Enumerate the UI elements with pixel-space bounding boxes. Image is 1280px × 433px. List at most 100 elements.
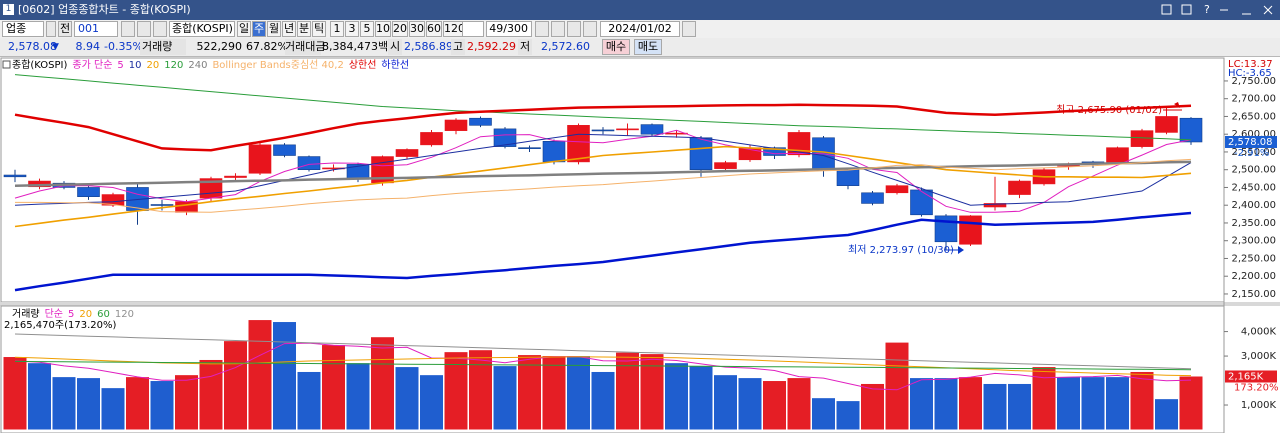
date-field[interactable]: 2024/01/02 bbox=[600, 21, 680, 37]
volume-bar bbox=[297, 371, 321, 430]
tool-button[interactable] bbox=[567, 21, 581, 37]
volume-bar bbox=[52, 377, 76, 430]
legend-entry: 5 bbox=[68, 309, 74, 320]
high-arrowhead bbox=[1174, 102, 1180, 108]
toolbar-button[interactable]: 5 bbox=[360, 21, 374, 37]
amount: 8,384,473백만 bbox=[322, 40, 399, 53]
y-tick-label: 2,200.00 bbox=[1231, 271, 1276, 282]
candle-body bbox=[248, 144, 272, 174]
toolbar-button[interactable]: 분 bbox=[297, 21, 311, 37]
volume-bar bbox=[224, 341, 247, 430]
y-tick-label: 2,150.00 bbox=[1231, 289, 1276, 300]
legend-entry: 60 bbox=[97, 309, 110, 320]
sound-button[interactable] bbox=[137, 21, 151, 37]
title-bar: 1 [0602] 업종종합차트 - 종합(KOSPI) ? bbox=[0, 0, 1280, 20]
legend-entry: 종합(KOSPI) bbox=[12, 59, 68, 71]
close[interactable] bbox=[1263, 5, 1273, 15]
volume-bar bbox=[1057, 377, 1080, 430]
change: 8.94 bbox=[75, 40, 101, 53]
toolbar-button[interactable]: 1 bbox=[330, 21, 344, 37]
open: 2,586.89 bbox=[404, 40, 453, 53]
tool-button[interactable] bbox=[583, 21, 597, 37]
volume-bar bbox=[371, 337, 394, 430]
tool-button[interactable] bbox=[535, 21, 549, 37]
candle-body bbox=[567, 125, 590, 163]
buy-button[interactable]: 매수 bbox=[602, 39, 630, 55]
candle-body bbox=[787, 132, 811, 156]
last-value-box bbox=[1225, 370, 1277, 383]
toolbar-button[interactable]: 60 bbox=[426, 21, 442, 37]
toolbar-button[interactable]: 틱 bbox=[312, 21, 326, 37]
y-tick-label: 2,750.00 bbox=[1231, 76, 1276, 87]
volume-bar bbox=[273, 322, 296, 430]
toolbar-button[interactable]: 120 bbox=[443, 21, 463, 37]
nav-button[interactable] bbox=[153, 21, 167, 37]
volume-bar bbox=[542, 356, 566, 430]
volume-bar bbox=[1008, 383, 1031, 430]
price: 2,578.08 bbox=[8, 40, 57, 53]
high-label: 고 bbox=[451, 39, 465, 55]
ma-line bbox=[14, 74, 1192, 141]
search-button[interactable] bbox=[121, 21, 135, 37]
volume-bar bbox=[395, 367, 419, 430]
volume-bar bbox=[77, 378, 100, 430]
volume-bar bbox=[616, 352, 639, 430]
volume-bar bbox=[3, 357, 27, 430]
dropdown[interactable] bbox=[46, 21, 56, 37]
volume-bar bbox=[199, 359, 223, 430]
volume-bar bbox=[518, 355, 541, 430]
toolbar-button[interactable]: 월 bbox=[267, 21, 281, 37]
last-value-box bbox=[1225, 135, 1277, 148]
volume-label: 거래량 bbox=[140, 39, 186, 55]
legend-entry: 240 bbox=[188, 60, 207, 71]
window-title: [0602] 업종종합차트 - 종합(KOSPI) bbox=[18, 3, 191, 16]
candle-body bbox=[1179, 117, 1203, 143]
high: 2,592.29 bbox=[467, 40, 516, 53]
candle-body bbox=[1106, 147, 1129, 163]
candle-body bbox=[1008, 180, 1031, 195]
volume-bar bbox=[444, 352, 468, 430]
open-label: 시 bbox=[388, 39, 402, 55]
window-controls[interactable]: ? bbox=[1160, 3, 1278, 17]
volume-summary: 2,165,470주(173.20%) bbox=[4, 320, 116, 331]
toolbar-button[interactable]: 20 bbox=[392, 21, 408, 37]
low-arrowhead bbox=[958, 246, 964, 254]
toolbar-button[interactable]: 10 bbox=[375, 21, 391, 37]
count-field[interactable]: 49/300 bbox=[486, 21, 532, 37]
market-select[interactable]: 업종 bbox=[2, 21, 44, 37]
volume-bar bbox=[861, 383, 884, 430]
volume-bar bbox=[346, 363, 370, 430]
candle-body bbox=[420, 132, 443, 146]
candle-body bbox=[959, 215, 982, 245]
legend-entry: 하한선 bbox=[381, 58, 409, 71]
calendar-button[interactable] bbox=[682, 21, 696, 37]
y-tick-label: 2,600.00 bbox=[1231, 129, 1276, 140]
toolbar-button[interactable]: 3 bbox=[345, 21, 359, 37]
candle-body bbox=[273, 144, 296, 156]
toolbar-button[interactable]: 주 bbox=[252, 21, 266, 37]
low-note: 최저 2,273.97 (10/30) bbox=[848, 244, 954, 256]
help-icon[interactable]: ? bbox=[1204, 3, 1210, 16]
volume-bar bbox=[469, 350, 492, 430]
ma-line bbox=[14, 160, 1192, 187]
last-value-label: 2,165K bbox=[1228, 372, 1264, 383]
code-input[interactable]: 001 bbox=[74, 21, 118, 37]
candle-body bbox=[150, 204, 174, 206]
volume-bar bbox=[175, 375, 198, 430]
legend-entry: 20 bbox=[79, 309, 92, 320]
link-icon[interactable] bbox=[1161, 4, 1172, 15]
candle-body bbox=[616, 128, 639, 131]
candle-body bbox=[1130, 130, 1154, 147]
prev-button[interactable]: 전 bbox=[58, 21, 72, 37]
toolbar-button[interactable]: 일 bbox=[237, 21, 251, 37]
toolbar-button[interactable]: 년 bbox=[282, 21, 296, 37]
copy-icon[interactable] bbox=[1181, 4, 1192, 15]
candle-body bbox=[469, 117, 492, 126]
volume-ratio: 67.82% bbox=[246, 40, 288, 53]
toolbar-button[interactable]: 30 bbox=[409, 21, 425, 37]
tool-button[interactable] bbox=[551, 21, 565, 37]
candle-body bbox=[885, 185, 909, 194]
sell-button[interactable]: 매도 bbox=[634, 39, 662, 55]
low: 2,572.60 bbox=[541, 40, 590, 53]
